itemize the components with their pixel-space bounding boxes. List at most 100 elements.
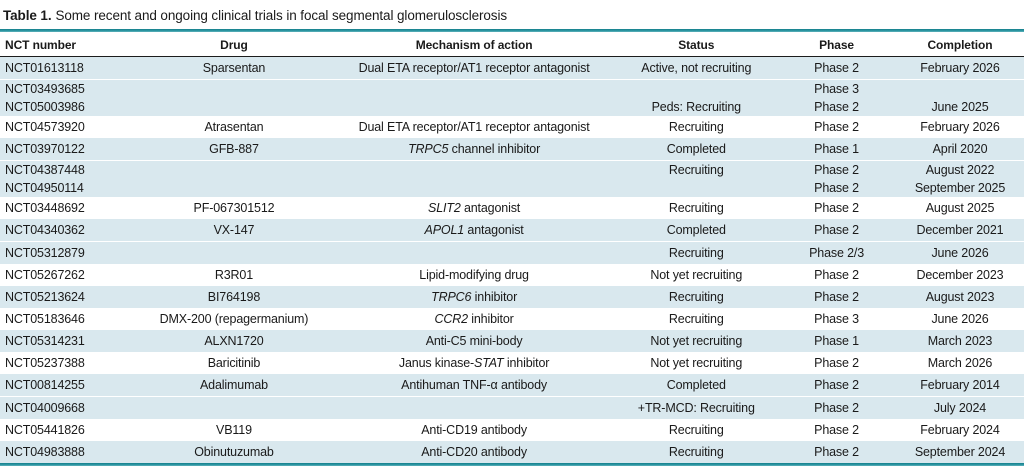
mechanism-cell xyxy=(332,160,616,179)
status-cell: Recruiting xyxy=(668,422,724,437)
mechanism-text: Antihuman TNF-α antibody xyxy=(401,377,547,392)
table-header: NCT number Drug Mechanism of action Stat… xyxy=(0,32,1024,57)
mechanism-text: antagonist xyxy=(464,222,524,237)
gene-name-italic: SLIT2 xyxy=(428,200,461,215)
bottom-rule xyxy=(0,463,1024,466)
status-cell: Recruiting xyxy=(668,119,724,134)
drug-cell xyxy=(135,241,333,264)
nct-number-cell: NCT05183646 xyxy=(5,311,85,326)
mechanism-cell: SLIT2 antagonist xyxy=(333,197,616,219)
mechanism-cell xyxy=(332,241,616,264)
status-cell: Not yet recruiting xyxy=(650,267,743,282)
trial-row: NCT05267262 R3R01 Lipid-modifying drug Not … xyxy=(0,264,1024,286)
drug-cell: DMX-200 (repagermanium) xyxy=(159,311,309,326)
drug-cell xyxy=(135,79,333,98)
top-rule xyxy=(0,29,1024,32)
phase-cell: Phase 3 xyxy=(814,311,859,326)
header-row: NCT number Drug Mechanism of action Stat… xyxy=(0,32,1024,57)
nct-number-cell: NCT03448692 xyxy=(5,200,85,215)
drug-cell xyxy=(135,98,333,116)
nct-number-cell: NCT05312879 xyxy=(0,241,136,264)
phase-cell: Phase 2/3 xyxy=(777,241,896,264)
mechanism-text: Dual ETA receptor/AT1 receptor antagonis… xyxy=(358,60,590,75)
table-body: NCT01613118 Sparsentan Dual ETA receptor/A… xyxy=(0,56,1024,463)
column-header-completion: Completion xyxy=(895,32,1024,57)
completion-cell xyxy=(895,79,1024,98)
status-cell xyxy=(615,179,777,197)
trial-row: NCT04009668 +TR-MCD: Recruiting Phase 2 Jul… xyxy=(0,396,1024,419)
drug-cell: R3R01 xyxy=(214,267,254,282)
phase-cell: Phase 2 xyxy=(814,444,859,459)
gene-name-italic: TRPC6 xyxy=(431,289,472,304)
clinical-trials-table: NCT number Drug Mechanism of action Stat… xyxy=(0,32,1024,463)
mechanism-cell: Dual ETA receptor/AT1 receptor antagonis… xyxy=(333,116,616,138)
status-cell: Peds: Recruiting xyxy=(651,99,741,114)
trial-row: NCT00814255 Adalimumab Antihuman TNF-α ant… xyxy=(0,374,1024,397)
trial-row: NCT03970122 GFB-887 TRPC5 channel inhibito… xyxy=(0,138,1024,161)
completion-cell: March 2026 xyxy=(927,355,993,370)
status-cell: Completed xyxy=(666,141,726,156)
mechanism-text: Janus kinase- xyxy=(398,355,475,370)
nct-number-cell: NCT05003986 xyxy=(5,99,85,114)
completion-cell: April 2020 xyxy=(932,141,988,156)
trial-row: NCT01613118 Sparsentan Dual ETA receptor/A… xyxy=(0,56,1024,80)
mechanism-cell xyxy=(332,396,616,419)
trial-row: NCT05441826 VB119 Anti-CD19 antibody Recrui… xyxy=(0,419,1024,441)
column-header-nct-number: NCT number xyxy=(0,32,136,57)
completion-cell: June 2025 xyxy=(931,99,989,114)
status-cell: Active, not recruiting xyxy=(641,60,752,75)
mechanism-cell: Anti-CD20 antibody xyxy=(333,441,616,463)
mechanism-text: Lipid-modifying drug xyxy=(419,267,529,282)
trial-row: NCT04573920 Atrasentan Dual ETA receptor/A… xyxy=(0,116,1024,138)
drug-cell: GFB-887 xyxy=(209,141,259,156)
mechanism-cell: Dual ETA receptor/AT1 receptor antagonis… xyxy=(333,57,616,80)
drug-cell: Atrasentan xyxy=(204,119,264,134)
trial-row: NCT05312879 Recruiting Phase 2/3 June 2026 xyxy=(0,241,1024,264)
drug-cell: Baricitinib xyxy=(207,355,261,370)
trial-row: NCT05237388 Baricitinib Janus kinase-STAT … xyxy=(0,352,1024,374)
phase-cell: Phase 2 xyxy=(777,160,896,179)
nct-number-cell: NCT00814255 xyxy=(5,377,85,392)
phase-cell: Phase 2 xyxy=(814,222,859,237)
mechanism-cell: Anti-C5 mini-body xyxy=(333,330,616,352)
drug-cell: ALXN1720 xyxy=(204,333,264,348)
drug-cell xyxy=(135,179,333,197)
table-number-label: Table 1. xyxy=(3,8,52,23)
gene-name-italic: APOL1 xyxy=(424,222,465,237)
trial-row: NCT04340362 VX-147 APOL1 antagonist Complet… xyxy=(0,219,1024,242)
phase-cell: Phase 3 xyxy=(777,79,896,98)
drug-cell: VB119 xyxy=(216,422,252,437)
mechanism-text: inhibitor xyxy=(503,355,550,370)
completion-cell: September 2025 xyxy=(914,180,1006,195)
completion-cell: June 2026 xyxy=(895,241,1024,264)
trial-row: NCT03448692 PF-067301512 SLIT2 antagonist R… xyxy=(0,197,1024,219)
nct-number-cell: NCT05267262 xyxy=(5,267,85,282)
nct-number-cell: NCT04009668 xyxy=(0,396,136,419)
trial-row: NCT05314231 ALXN1720 Anti-C5 mini-body Not … xyxy=(0,330,1024,352)
mechanism-cell xyxy=(333,179,616,197)
status-cell: Recruiting xyxy=(668,311,724,326)
status-cell: Recruiting xyxy=(668,444,724,459)
trial-row: NCT04950114 Phase 2 September 2025 xyxy=(0,179,1024,197)
completion-cell: February 2024 xyxy=(920,422,1000,437)
nct-number-cell: NCT04983888 xyxy=(5,444,85,459)
phase-cell: Phase 2 xyxy=(814,377,859,392)
table-caption-text: Some recent and ongoing clinical trials … xyxy=(55,8,508,23)
trial-row: NCT05183646 DMX-200 (repagermanium) CCR2 i… xyxy=(0,308,1024,330)
mechanism-cell: TRPC6 inhibitor xyxy=(333,286,616,308)
nct-number-cell: NCT01613118 xyxy=(5,60,84,75)
status-cell: Not yet recruiting xyxy=(650,333,743,348)
mechanism-text: antagonist xyxy=(460,200,521,215)
phase-cell: Phase 2 xyxy=(814,180,859,195)
gene-name-italic: CCR2 xyxy=(434,311,468,326)
phase-cell: Phase 2 xyxy=(814,200,859,215)
mechanism-text: Anti-CD19 antibody xyxy=(421,422,527,437)
phase-cell: Phase 1 xyxy=(814,333,859,348)
nct-number-cell: NCT05441826 xyxy=(5,422,85,437)
phase-cell: Phase 2 xyxy=(814,267,859,282)
mechanism-cell: CCR2 inhibitor xyxy=(333,308,616,330)
mechanism-text: Anti-C5 mini-body xyxy=(425,333,523,348)
table-title: Table 1. Some recent and ongoing clinical… xyxy=(0,0,1024,29)
drug-cell: VX-147 xyxy=(213,222,255,237)
